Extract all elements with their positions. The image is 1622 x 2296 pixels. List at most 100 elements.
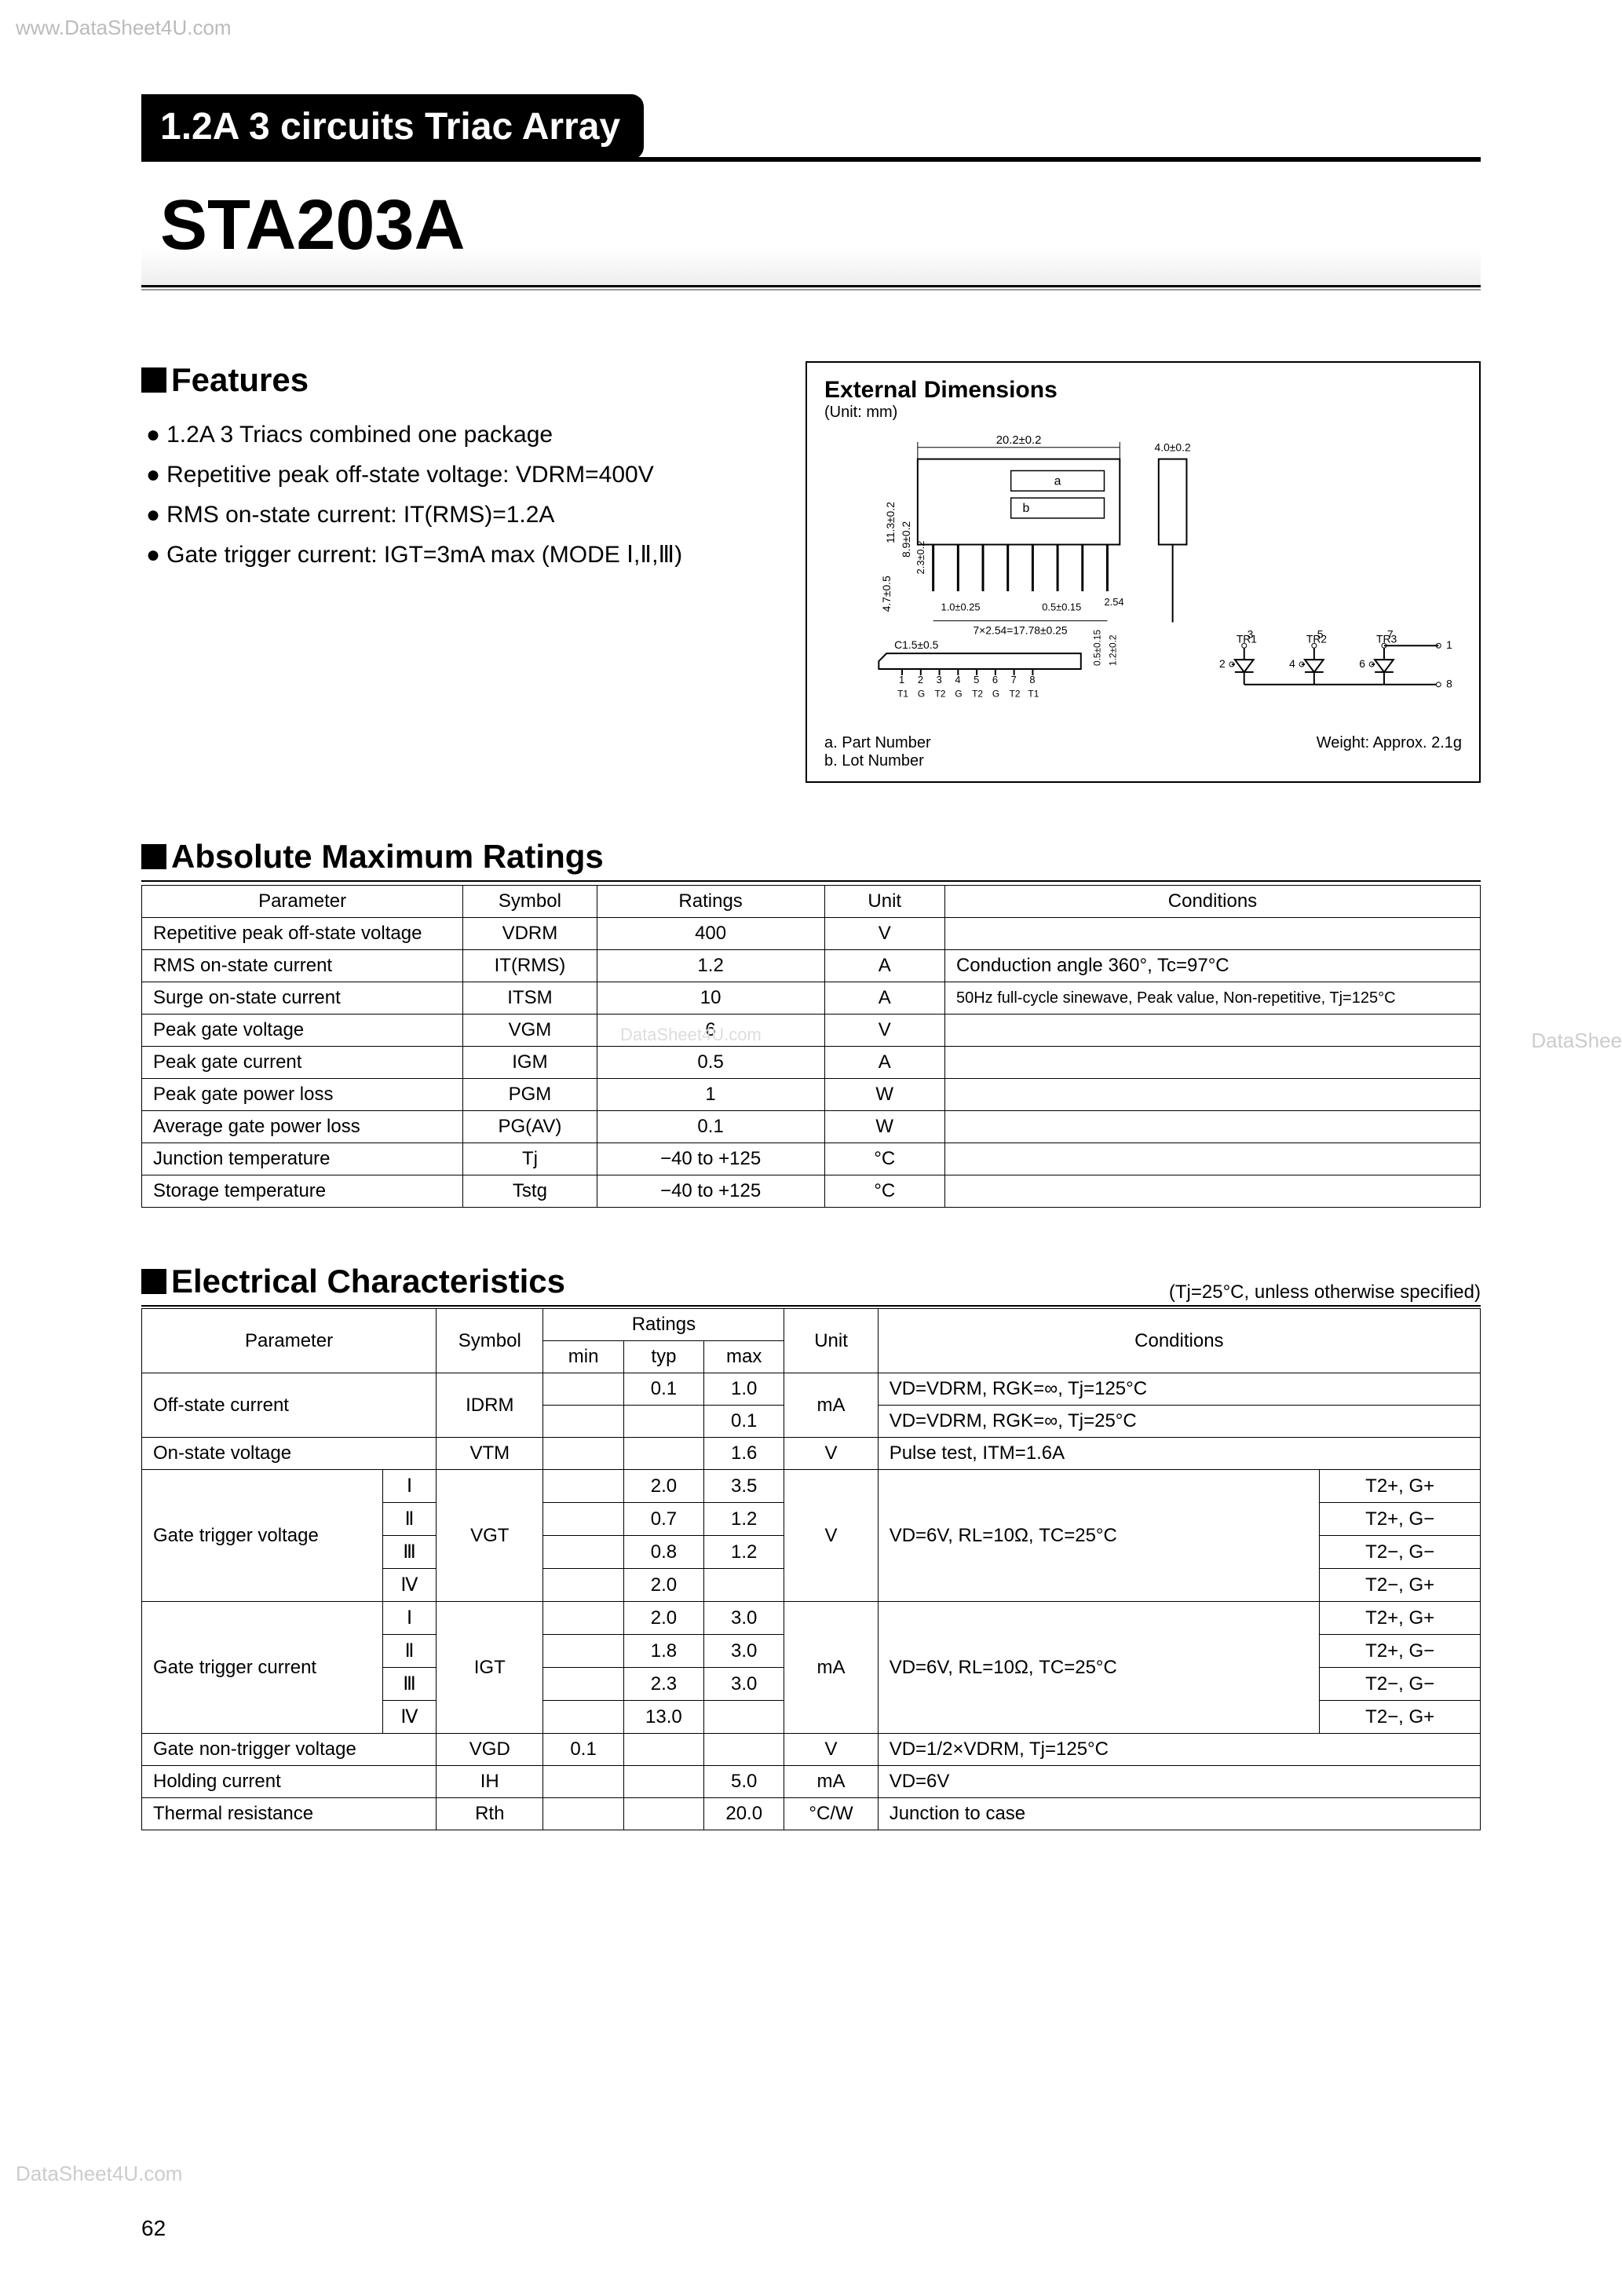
col-parameter: Parameter (142, 1309, 437, 1373)
cell (944, 1047, 1480, 1079)
cell-cond: VD=6V, RL=10Ω, TC=25°C (878, 1470, 1320, 1602)
cell: 0.1 (623, 1373, 703, 1406)
cell: 3.0 (704, 1635, 784, 1668)
col-symbol: Symbol (437, 1309, 543, 1373)
cell: Storage temperature (142, 1175, 463, 1208)
feature-item: Repetitive peak off-state voltage: VDRM=… (146, 455, 758, 495)
cell-unit: V (784, 1470, 878, 1602)
cell (543, 1503, 623, 1536)
col-conditions: Conditions (944, 886, 1480, 918)
cell-unit: mA (784, 1373, 878, 1438)
cell (704, 1569, 784, 1602)
cell: V (824, 1015, 944, 1047)
svg-text:4.7±0.5: 4.7±0.5 (880, 576, 893, 612)
svg-text:C1.5±0.5: C1.5±0.5 (894, 638, 938, 651)
cell-symbol: VGD (437, 1734, 543, 1766)
svg-text:7: 7 (1011, 674, 1017, 686)
table-row: Storage temperatureTstg−40 to +125°C (142, 1175, 1481, 1208)
cell-symbol: IH (437, 1766, 543, 1798)
svg-text:5: 5 (1317, 627, 1324, 640)
cell: 3.5 (704, 1470, 784, 1503)
table-row: Repetitive peak off-state voltageVDRM400… (142, 918, 1481, 950)
cell (623, 1438, 703, 1470)
svg-text:7: 7 (1387, 627, 1394, 640)
square-bullet-icon (141, 844, 166, 869)
cell: 1.0 (704, 1373, 784, 1406)
title-tab: 1.2A 3 circuits Triac Array (141, 94, 644, 159)
cell: 13.0 (623, 1701, 703, 1734)
cell (623, 1406, 703, 1438)
svg-text:G: G (918, 689, 925, 700)
svg-text:T1: T1 (897, 689, 908, 700)
cell (543, 1668, 623, 1701)
svg-text:6: 6 (1359, 657, 1365, 670)
page-number: 62 (141, 2216, 166, 2241)
table-header-row: Parameter Symbol Ratings Unit Conditions (142, 886, 1481, 918)
cell-pol: T2−, G+ (1320, 1701, 1481, 1734)
cell: 10 (597, 982, 824, 1015)
cell: A (824, 1047, 944, 1079)
divider (141, 289, 1481, 291)
col-unit: Unit (784, 1309, 878, 1373)
part-number: STA203A (141, 162, 1481, 287)
table-row: Average gate power lossPG(AV)0.1W (142, 1111, 1481, 1143)
svg-text:T2: T2 (1010, 689, 1021, 700)
cell-param: Holding current (142, 1766, 437, 1798)
svg-text:T2: T2 (972, 689, 983, 700)
col-parameter: Parameter (142, 886, 463, 918)
cell: 1 (597, 1079, 824, 1111)
svg-text:2.54: 2.54 (1104, 596, 1123, 608)
cell: 50Hz full-cycle sinewave, Peak value, No… (944, 982, 1480, 1015)
cell: 2.0 (623, 1569, 703, 1602)
svg-text:b: b (1023, 502, 1030, 515)
amr-table: Parameter Symbol Ratings Unit Conditions… (141, 885, 1481, 1208)
cell: 3.0 (704, 1602, 784, 1635)
feature-item: Gate trigger current: IGT=3mA max (MODE … (146, 535, 758, 575)
svg-text:2.3±0.2: 2.3±0.2 (915, 541, 926, 575)
table-row: Thermal resistance Rth 20.0 °C/W Junctio… (142, 1798, 1481, 1830)
cell: 2.3 (623, 1668, 703, 1701)
cell: RMS on-state current (142, 950, 463, 982)
cell-pol: T2−, G− (1320, 1668, 1481, 1701)
cell: Tj (463, 1143, 597, 1175)
cell-pol: T2+, G+ (1320, 1470, 1481, 1503)
cell: °C (824, 1175, 944, 1208)
col-typ: typ (623, 1341, 703, 1373)
svg-text:0.5±0.15: 0.5±0.15 (1092, 629, 1103, 666)
features-heading: Features (141, 361, 758, 399)
cell: −40 to +125 (597, 1143, 824, 1175)
cell-symbol: IGT (437, 1602, 543, 1734)
ec-section: Electrical Characteristics (Tj=25°C, unl… (141, 1263, 1481, 1830)
cell-mode: Ⅰ (382, 1470, 436, 1503)
col-min: min (543, 1341, 623, 1373)
cell (543, 1536, 623, 1569)
cell: 1.6 (704, 1438, 784, 1470)
cell-mode: Ⅳ (382, 1569, 436, 1602)
table-row: RMS on-state currentIT(RMS)1.2AConductio… (142, 950, 1481, 982)
cell (944, 1111, 1480, 1143)
svg-text:3: 3 (1248, 627, 1254, 640)
cell: −40 to +125 (597, 1175, 824, 1208)
col-conditions: Conditions (878, 1309, 1480, 1373)
cell (543, 1373, 623, 1406)
table-row: Peak gate power lossPGM1W (142, 1079, 1481, 1111)
cell (944, 918, 1480, 950)
cell: W (824, 1079, 944, 1111)
amr-heading: Absolute Maximum Ratings (141, 838, 1481, 882)
svg-text:1: 1 (1446, 638, 1452, 651)
cell: 5.0 (704, 1766, 784, 1798)
cell: PG(AV) (463, 1111, 597, 1143)
cell: Peak gate current (142, 1047, 463, 1079)
svg-text:2: 2 (1219, 657, 1226, 670)
watermark-bottom: DataSheet4U.com (16, 2162, 182, 2186)
cell-symbol: Rth (437, 1798, 543, 1830)
features-list: 1.2A 3 Triacs combined one package Repet… (141, 415, 758, 575)
cell-cond: VD=VDRM, RGK=∞, Tj=25°C (878, 1406, 1480, 1438)
weight-label: Weight: Approx. 2.1g (1317, 734, 1462, 770)
amr-section: Absolute Maximum Ratings Parameter Symbo… (141, 838, 1481, 1208)
table-row: Gate non-trigger voltage VGD 0.1 V VD=1/… (142, 1734, 1481, 1766)
cell: Tstg (463, 1175, 597, 1208)
watermark-center: DataSheet4U.com (620, 1025, 762, 1045)
cell: ITSM (463, 982, 597, 1015)
table-row: Gate trigger current Ⅰ IGT 2.0 3.0 mA VD… (142, 1602, 1481, 1635)
